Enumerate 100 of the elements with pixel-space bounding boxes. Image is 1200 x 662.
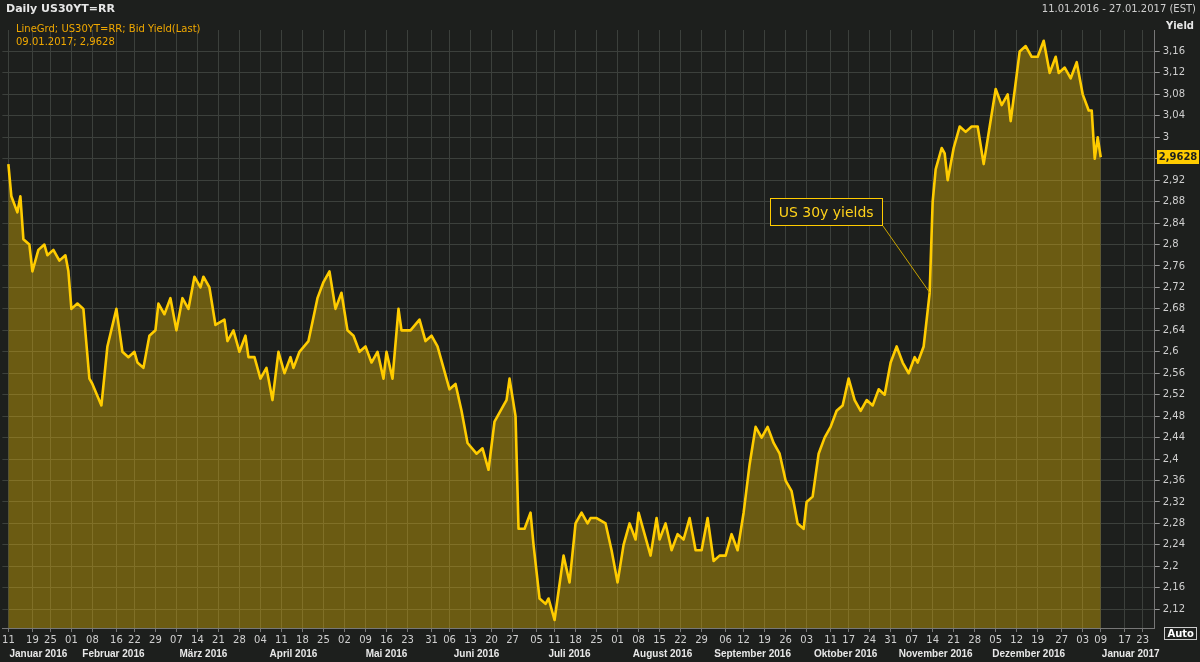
x-tick-label: 06 xyxy=(443,633,456,645)
x-tick-label: 28 xyxy=(968,633,982,645)
y-tick-label: 2,88 xyxy=(1162,195,1185,207)
x-tick-label: 19 xyxy=(758,633,771,645)
x-tick-label: 18 xyxy=(569,633,582,645)
x2-tick-label: Januar 2017 xyxy=(1101,647,1161,659)
x-tick-label: 26 xyxy=(779,633,792,645)
x2-tick-label: November 2016 xyxy=(898,647,974,659)
x-tick-label: 04 xyxy=(254,633,267,645)
x-tick-label: 24 xyxy=(863,633,877,645)
x-tick-label: 03 xyxy=(800,633,813,645)
y-tick-label: 2,28 xyxy=(1162,517,1185,529)
x-tick-label: 21 xyxy=(947,633,961,645)
x-tick-label: 14 xyxy=(191,633,204,645)
x-tick-label: 03 xyxy=(1076,633,1090,645)
y-tick-label: 2,64 xyxy=(1162,323,1185,335)
x-tick-label: 08 xyxy=(86,633,99,645)
x-tick-label: 29 xyxy=(695,633,708,645)
y-tick-label: 2,92 xyxy=(1162,173,1185,185)
chart-subtitle: LineGrd; US30YT=RR; Bid Yield(Last) xyxy=(16,23,201,34)
x-tick-label: 15 xyxy=(653,633,666,645)
x-tick-label: 25 xyxy=(44,633,57,645)
x2-tick-label: Oktober 2016 xyxy=(813,647,878,659)
y-tick-label: 3,04 xyxy=(1162,109,1185,121)
x2-tick-label: April 2016 xyxy=(269,647,318,659)
x-tick-label: 23 xyxy=(1136,633,1150,645)
x-tick-label: 12 xyxy=(1010,633,1024,645)
x-tick-label: 06 xyxy=(719,633,732,645)
x-tick-label: 17 xyxy=(842,633,856,645)
x-tick-label: 05 xyxy=(989,633,1003,645)
x2-tick-label: Mai 2016 xyxy=(365,647,408,659)
x-tick-label: 11 xyxy=(824,633,837,645)
y-tick-label: 2,12 xyxy=(1162,602,1185,614)
y-tick-label: 2,84 xyxy=(1162,216,1185,228)
x-tick-label: 25 xyxy=(317,633,330,645)
x-tick-label: 09 xyxy=(359,633,372,645)
y-tick-label: 2,6 xyxy=(1162,345,1179,357)
x-tick-label: 16 xyxy=(110,633,123,645)
x-tick-label: 13 xyxy=(464,633,477,645)
y-tick-label: 2,36 xyxy=(1162,474,1185,486)
x-tick-label: 22 xyxy=(674,633,687,645)
x-tick-label: 19 xyxy=(26,633,39,645)
x-tick-label: 31 xyxy=(884,633,898,645)
y-tick-label: 2,48 xyxy=(1162,409,1185,421)
x-tick-label: 16 xyxy=(380,633,393,645)
x2-tick-label: Januar 2016 xyxy=(9,647,68,659)
x-tick-label: 17 xyxy=(1118,633,1132,645)
annotation: US 30y yields xyxy=(769,197,883,226)
y-tick-label: 2,68 xyxy=(1162,302,1185,314)
x-tick-label: 21 xyxy=(212,633,225,645)
x-tick-label: 28 xyxy=(233,633,246,645)
text: 2,9628 xyxy=(1156,150,1200,165)
y-tick-label: 2,4 xyxy=(1162,452,1179,464)
y-tick-label: 2,8 xyxy=(1162,238,1179,250)
x-tick-label: 01 xyxy=(611,633,624,645)
x2-tick-label: Juni 2016 xyxy=(453,647,500,659)
y-tick-label: 2,32 xyxy=(1162,495,1185,507)
x2-tick-label: Juli 2016 xyxy=(548,647,592,659)
x2-tick-label: Februar 2016 xyxy=(82,647,145,659)
x2-tick-label: März 2016 xyxy=(179,647,228,659)
annotation: 09.01.2017; 2,9628 xyxy=(16,36,115,47)
x-tick-label: 11 xyxy=(548,633,561,645)
text: Auto xyxy=(1164,627,1197,640)
chart-title: Daily US30YT=RR xyxy=(6,2,115,15)
y-axis-title: Yield xyxy=(1165,20,1194,31)
x-tick-label: 31 xyxy=(425,633,438,645)
y-tick-label: 2,16 xyxy=(1162,581,1185,593)
x-tick-label: 22 xyxy=(128,633,141,645)
x-tick-label: 23 xyxy=(401,633,414,645)
x-tick-label: 14 xyxy=(926,633,940,645)
y-tick-label: 2,44 xyxy=(1162,431,1185,443)
x-tick-label: 18 xyxy=(296,633,309,645)
text: 11.01.2016 - 27.01.2017 (EST) xyxy=(1041,3,1196,14)
x-tick-label: 20 xyxy=(485,633,498,645)
x-tick-label: 02 xyxy=(338,633,351,645)
x-tick-label: 11 xyxy=(2,633,15,645)
x-tick-label: 12 xyxy=(737,633,750,645)
y-tick-label: 3,12 xyxy=(1162,66,1185,78)
x-tick-label: 01 xyxy=(65,633,78,645)
y-tick-label: 2,2 xyxy=(1162,559,1179,571)
x2-tick-label: September 2016 xyxy=(714,647,792,659)
x-tick-label: 11 xyxy=(275,633,288,645)
x-tick-label: 27 xyxy=(1055,633,1069,645)
x-tick-label: 07 xyxy=(170,633,183,645)
x2-tick-label: Dezember 2016 xyxy=(992,647,1066,659)
x-tick-label: 25 xyxy=(590,633,603,645)
x-tick-label: 07 xyxy=(905,633,919,645)
x-tick-label: 19 xyxy=(1031,633,1045,645)
x2-tick-label: August 2016 xyxy=(632,647,693,659)
y-tick-label: 2,72 xyxy=(1162,281,1185,293)
y-tick-label: 2,56 xyxy=(1162,366,1185,378)
x-tick-label: 08 xyxy=(632,633,645,645)
x-tick-label: 27 xyxy=(506,633,519,645)
x-tick-label: 05 xyxy=(530,633,543,645)
y-tick-label: 2,52 xyxy=(1162,388,1185,400)
y-tick-label: 3,08 xyxy=(1162,87,1185,99)
y-tick-label: 2,24 xyxy=(1162,538,1185,550)
x-tick-label: 09 xyxy=(1094,633,1108,645)
y-tick-label: 3 xyxy=(1162,130,1170,142)
y-tick-label: 3,16 xyxy=(1162,45,1185,57)
